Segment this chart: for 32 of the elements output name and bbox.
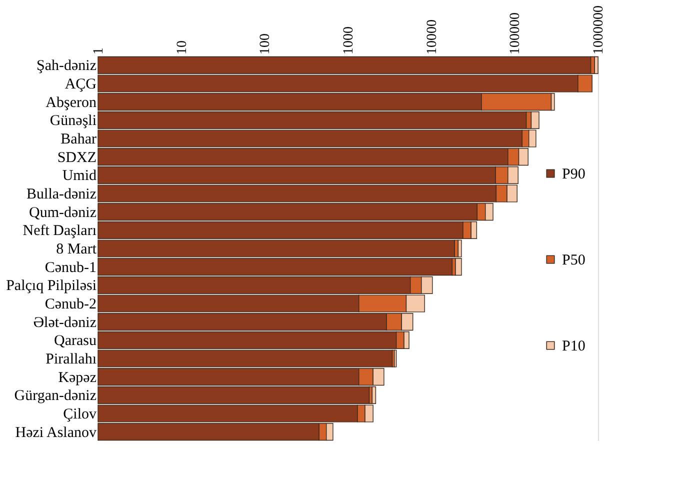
y-tick-label: Palçıq Pilpiləsi bbox=[6, 278, 96, 294]
y-tick-label: Qum-dəniz bbox=[29, 204, 97, 221]
legend-label: P10 bbox=[562, 338, 586, 354]
y-tick-label: Abşeron bbox=[46, 94, 97, 111]
y-tick-label: Neft Daşları bbox=[22, 223, 96, 240]
x-tick-label: 100000 bbox=[508, 12, 524, 54]
y-tick-label: Bulla-dəniz bbox=[26, 186, 97, 202]
x-tick-label: 1000 bbox=[342, 26, 356, 54]
bar bbox=[594, 56, 598, 74]
x-tick-label: 1000000 bbox=[592, 6, 606, 54]
x-tick-label: 1 bbox=[92, 48, 106, 54]
y-tick-label: Pirallahı bbox=[46, 352, 96, 368]
y-tick-label: Qarasu bbox=[54, 333, 97, 350]
y-tick-label: Cənub-2 bbox=[44, 296, 96, 312]
y-tick-label: SDXZ bbox=[57, 150, 96, 166]
y-tick-label: Həzi Aslanov bbox=[15, 424, 97, 441]
y-tick-label: Ələt-dəniz bbox=[33, 314, 97, 331]
x-tick-label: 10000 bbox=[424, 20, 440, 54]
legend-label: P50 bbox=[562, 252, 586, 268]
y-tick-label: Çilov bbox=[63, 406, 97, 422]
y-tick-label: Şah-dəniz bbox=[36, 58, 97, 74]
x-tick-label: 10 bbox=[174, 40, 190, 54]
y-tick-label: Cənub-1 bbox=[44, 260, 96, 276]
legend-label: P90 bbox=[562, 166, 586, 182]
y-tick-label: Umid bbox=[62, 168, 97, 184]
y-tick-label: AÇG bbox=[64, 76, 97, 92]
y-tick-label: Günəşli bbox=[50, 113, 96, 130]
y-tick-label: 8 Mart bbox=[56, 242, 98, 258]
y-tick-label: Kəpəz bbox=[58, 370, 97, 386]
y-tick-label: Bahar bbox=[60, 132, 96, 148]
y-tick-label: Gürgan-dəniz bbox=[14, 388, 97, 404]
x-tick-label: 100 bbox=[258, 34, 274, 54]
